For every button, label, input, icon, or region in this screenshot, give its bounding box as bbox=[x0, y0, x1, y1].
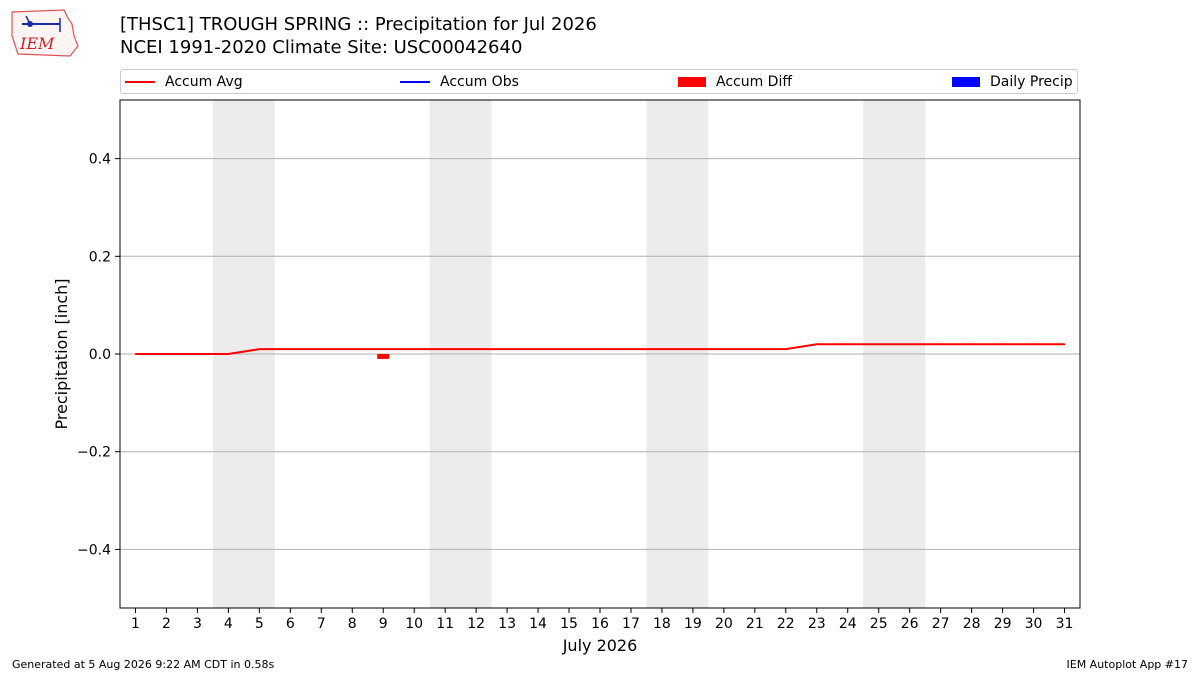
accum-avg-point bbox=[134, 353, 137, 355]
accum-avg-point bbox=[599, 348, 601, 350]
x-tick-label: 27 bbox=[932, 616, 950, 632]
x-tick-label: 21 bbox=[746, 616, 764, 632]
accum-avg-point bbox=[661, 348, 663, 350]
accum-avg-point bbox=[320, 348, 323, 350]
x-tick-label: 3 bbox=[193, 616, 202, 632]
accum-avg-point bbox=[289, 348, 292, 350]
x-tick-label: 16 bbox=[591, 616, 609, 632]
accum-avg-point bbox=[846, 343, 849, 346]
accum-avg-point bbox=[815, 343, 818, 346]
accum-diff-bar bbox=[377, 354, 390, 359]
x-tick-label: 28 bbox=[963, 616, 981, 632]
title-line-2: NCEI 1991-2020 Climate Site: USC00042640 bbox=[120, 37, 523, 58]
x-tick-label: 31 bbox=[1056, 616, 1074, 632]
legend-label: Accum Avg bbox=[165, 73, 243, 90]
iem-logo: IEM bbox=[11, 9, 79, 57]
accum-avg-point bbox=[351, 348, 354, 350]
x-tick-label: 25 bbox=[870, 616, 888, 632]
legend-label: Accum Obs bbox=[440, 73, 519, 90]
logo-text: IEM bbox=[19, 34, 55, 53]
legend-label: Daily Precip bbox=[990, 73, 1073, 90]
y-tick-label: −0.2 bbox=[77, 445, 111, 461]
y-tick-label: 0.0 bbox=[89, 347, 111, 363]
x-tick-label: 11 bbox=[436, 616, 454, 632]
x-axis-label: July 2026 bbox=[562, 636, 638, 655]
accum-avg-point bbox=[165, 353, 168, 355]
x-tick-label: 24 bbox=[839, 616, 857, 632]
accum-avg-point bbox=[723, 348, 725, 350]
accum-diff-swatch bbox=[678, 76, 706, 87]
app-note: IEM Autoplot App #17 bbox=[1066, 658, 1189, 671]
x-tick-label: 19 bbox=[684, 616, 702, 632]
plot-frame bbox=[119, 99, 1081, 609]
accum-avg-point bbox=[754, 348, 756, 350]
accum-avg-point bbox=[413, 348, 415, 350]
x-tick-label: 12 bbox=[467, 616, 485, 632]
accum-avg-point bbox=[785, 348, 787, 350]
accum-avg-point bbox=[227, 353, 230, 355]
accum-avg-point bbox=[1032, 343, 1035, 346]
generated-note: Generated at 5 Aug 2026 9:22 AM CDT in 0… bbox=[12, 658, 275, 671]
accum-avg-point bbox=[939, 343, 942, 346]
y-tick-label: 0.4 bbox=[89, 152, 111, 168]
x-tick-label: 22 bbox=[777, 616, 795, 632]
accum-avg-point bbox=[908, 343, 911, 346]
y-axis-label: Precipitation [inch] bbox=[52, 278, 71, 429]
accum-avg-point bbox=[1001, 343, 1004, 346]
chart-title: [THSC1] TROUGH SPRING :: Precipitation f… bbox=[120, 13, 597, 59]
legend-item-accum-obs: Accum Obs bbox=[400, 70, 519, 93]
legend-label: Accum Diff bbox=[716, 73, 793, 90]
accum-avg-point bbox=[444, 348, 446, 350]
x-tick-label: 9 bbox=[379, 616, 388, 632]
legend-item-daily-precip: Daily Precip bbox=[952, 70, 1073, 93]
accum-avg-point bbox=[382, 348, 385, 350]
accum-avg-point bbox=[692, 348, 694, 350]
legend-item-accum-diff: Accum Diff bbox=[678, 70, 792, 93]
title-line-1: [THSC1] TROUGH SPRING :: Precipitation f… bbox=[120, 14, 597, 35]
x-tick-label: 26 bbox=[901, 616, 919, 632]
x-tick-label: 15 bbox=[560, 616, 578, 632]
accum-avg-point bbox=[970, 343, 973, 346]
accum-avg-point bbox=[196, 353, 199, 355]
accum-obs-swatch bbox=[400, 80, 430, 83]
x-tick-label: 1 bbox=[131, 616, 140, 632]
x-tick-label: 13 bbox=[498, 616, 516, 632]
x-tick-label: 20 bbox=[715, 616, 733, 632]
x-tick-label: 7 bbox=[317, 616, 326, 632]
x-tick-label: 6 bbox=[286, 616, 295, 632]
accum-avg-point bbox=[258, 348, 261, 350]
x-tick-label: 18 bbox=[653, 616, 671, 632]
accum-avg-point bbox=[877, 343, 880, 346]
y-tick-label: 0.2 bbox=[89, 249, 111, 265]
x-tick-label: 4 bbox=[224, 616, 233, 632]
legend-item-accum-avg: Accum Avg bbox=[125, 70, 243, 93]
x-tick-label: 29 bbox=[994, 616, 1012, 632]
accum-avg-point bbox=[537, 348, 539, 350]
accum-avg-point bbox=[630, 348, 632, 350]
accum-avg-point bbox=[506, 348, 508, 350]
legend: Accum Avg Accum Obs Accum Diff Daily Pre… bbox=[120, 69, 1078, 94]
x-tick-label: 10 bbox=[405, 616, 423, 632]
x-tick-label: 30 bbox=[1025, 616, 1043, 632]
x-tick-label: 2 bbox=[162, 616, 171, 632]
x-tick-label: 17 bbox=[622, 616, 640, 632]
x-tick-label: 14 bbox=[529, 616, 547, 632]
accum-avg-swatch bbox=[125, 80, 155, 83]
accum-avg-point bbox=[568, 348, 570, 350]
x-tick-label: 5 bbox=[255, 616, 264, 632]
x-tick-label: 23 bbox=[808, 616, 826, 632]
accum-avg-point bbox=[475, 348, 477, 350]
y-tick-label: −0.4 bbox=[77, 542, 111, 558]
x-tick-label: 8 bbox=[348, 616, 357, 632]
accum-avg-point bbox=[1063, 343, 1066, 346]
daily-precip-swatch bbox=[952, 76, 980, 87]
